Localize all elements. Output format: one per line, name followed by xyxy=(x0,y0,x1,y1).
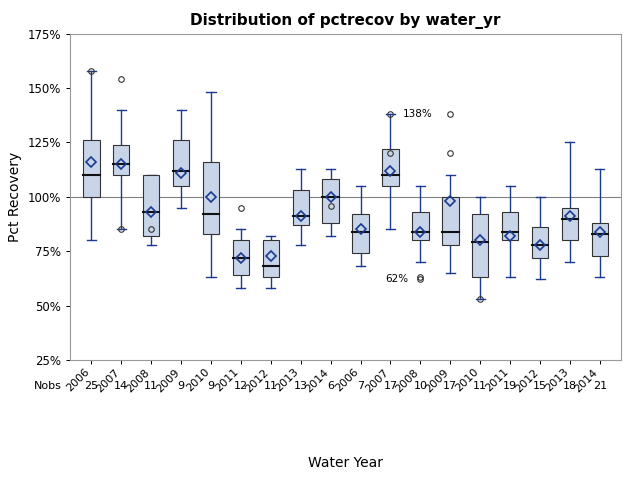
Text: 11: 11 xyxy=(264,382,278,391)
Bar xyxy=(502,212,518,240)
Text: 17: 17 xyxy=(444,382,458,391)
Text: 18: 18 xyxy=(563,382,577,391)
Bar xyxy=(472,214,488,277)
Text: 19: 19 xyxy=(503,382,517,391)
Text: 9: 9 xyxy=(177,382,185,391)
Title: Distribution of pctrecov by water_yr: Distribution of pctrecov by water_yr xyxy=(190,13,501,29)
Bar xyxy=(562,208,578,240)
Bar xyxy=(233,240,249,275)
Text: Nobs: Nobs xyxy=(33,382,61,391)
Bar xyxy=(323,180,339,223)
Text: 13: 13 xyxy=(294,382,308,391)
Text: Water Year: Water Year xyxy=(308,456,383,470)
Text: 9: 9 xyxy=(207,382,214,391)
Text: 21: 21 xyxy=(593,382,607,391)
Bar xyxy=(173,140,189,186)
Bar xyxy=(442,197,458,245)
Bar xyxy=(203,162,220,234)
Text: 6: 6 xyxy=(327,382,334,391)
Text: 25: 25 xyxy=(84,382,99,391)
Bar xyxy=(412,212,429,240)
Text: 14: 14 xyxy=(114,382,128,391)
Text: 17: 17 xyxy=(383,382,397,391)
Text: 7: 7 xyxy=(357,382,364,391)
Text: 62%: 62% xyxy=(385,275,408,285)
Text: 12: 12 xyxy=(234,382,248,391)
Bar xyxy=(382,149,399,186)
Text: 11: 11 xyxy=(144,382,158,391)
Bar xyxy=(591,223,608,255)
Text: 11: 11 xyxy=(473,382,487,391)
Bar xyxy=(83,140,100,197)
Bar xyxy=(143,175,159,236)
Bar xyxy=(532,227,548,258)
Y-axis label: Pct Recovery: Pct Recovery xyxy=(8,152,22,242)
Text: 138%: 138% xyxy=(403,109,432,119)
Bar xyxy=(262,240,279,277)
Bar xyxy=(113,144,129,175)
Bar xyxy=(353,214,369,253)
Bar xyxy=(292,190,309,225)
Text: 10: 10 xyxy=(413,382,428,391)
Text: 15: 15 xyxy=(533,382,547,391)
